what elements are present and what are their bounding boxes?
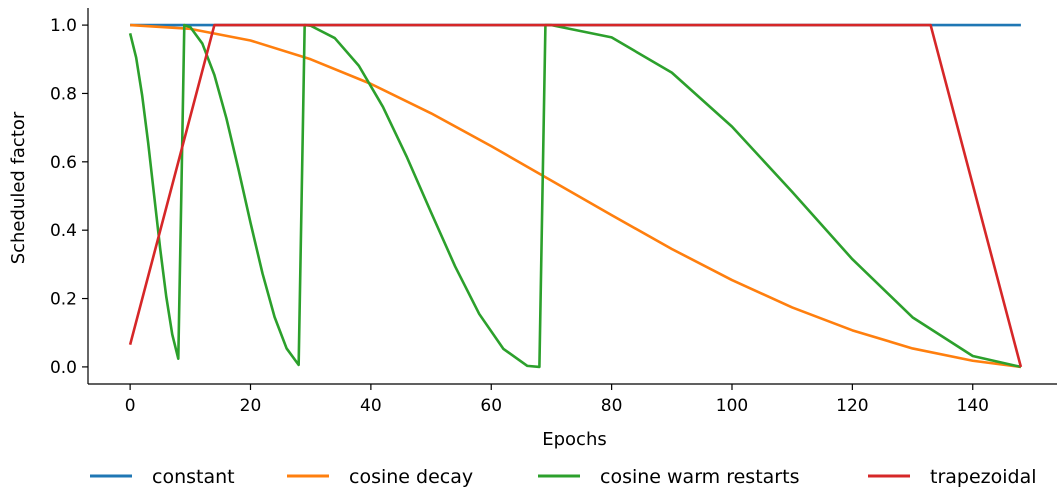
y-axis-label: Scheduled factor <box>8 111 29 264</box>
y-tick-label: 0.6 <box>50 153 77 173</box>
y-ticks: 0.0 0.2 0.4 0.6 0.8 1.0 <box>50 16 88 378</box>
x-ticks: 0 20 40 60 80 100 120 140 <box>125 384 989 416</box>
legend: constant cosine decay cosine warm restarts… <box>90 466 1037 488</box>
x-tick-label: 80 <box>601 396 623 416</box>
y-tick-label: 1.0 <box>50 16 77 36</box>
x-tick-label: 60 <box>480 396 502 416</box>
series-line-cosine-warm-restarts <box>128 23 1022 369</box>
series-lines <box>128 23 1023 369</box>
x-tick-label: 100 <box>716 396 748 416</box>
series-line-cosine-decay <box>130 23 1022 369</box>
legend-label: cosine warm restarts <box>600 466 799 488</box>
axes <box>87 8 1057 385</box>
series-line-trapezoidal <box>128 23 1023 368</box>
x-axis-label: Epochs <box>542 429 607 450</box>
x-tick-label: 0 <box>125 396 136 416</box>
legend-label: constant <box>152 466 235 488</box>
y-tick-label: 0.8 <box>50 84 77 104</box>
y-tick-label: 0.4 <box>50 221 77 241</box>
x-tick-label: 20 <box>240 396 262 416</box>
x-tick-label: 140 <box>957 396 989 416</box>
y-tick-label: 0.0 <box>50 358 77 378</box>
x-tick-label: 120 <box>836 396 868 416</box>
x-tick-label: 40 <box>360 396 382 416</box>
legend-label: trapezoidal <box>930 466 1037 488</box>
legend-label: cosine decay <box>349 466 473 488</box>
y-tick-label: 0.2 <box>50 290 77 310</box>
